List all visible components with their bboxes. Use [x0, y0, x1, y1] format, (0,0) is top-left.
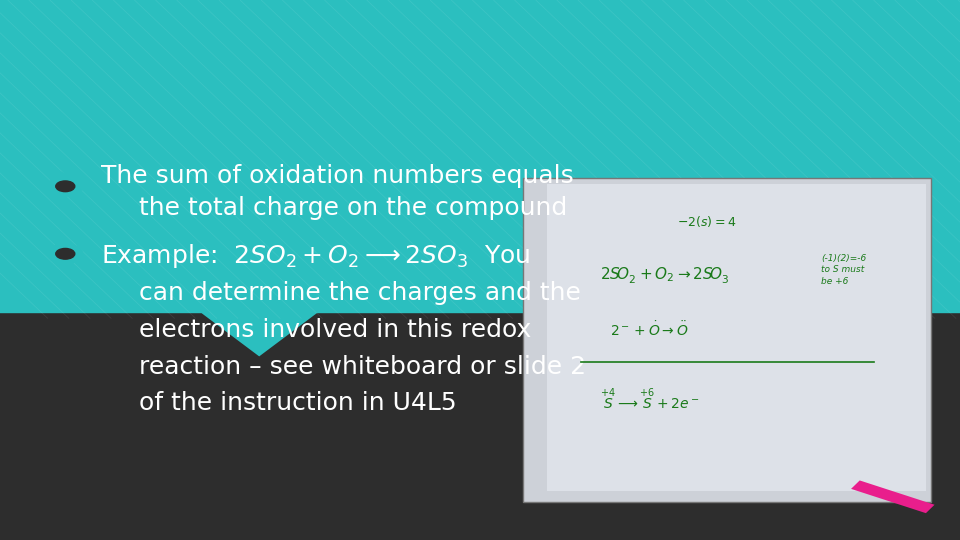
Text: $\overset{+4}{S} \longrightarrow \overset{+6}{S} + 2e^-$: $\overset{+4}{S} \longrightarrow \overse…: [600, 387, 700, 413]
Text: Example:  $2SO_2 + O_2 \longrightarrow 2SO_3$  You: Example: $2SO_2 + O_2 \longrightarrow 2S…: [101, 242, 530, 271]
Text: The sum of oxidation numbers equals: The sum of oxidation numbers equals: [101, 164, 573, 187]
Text: $2S\!O_2^{} + O_2 \rightarrow 2S\!O_3^{}$: $2S\!O_2^{} + O_2 \rightarrow 2S\!O_3^{}…: [600, 265, 730, 286]
Bar: [0, 313, 960, 540]
Text: $2^- + \dot{O} \rightarrow \ddot{O}$: $2^- + \dot{O} \rightarrow \ddot{O}$: [610, 320, 688, 339]
Polygon shape: [852, 481, 934, 513]
Polygon shape: [0, 0, 960, 356]
Circle shape: [56, 181, 75, 192]
Text: $-2(s)=4$: $-2(s)=4$: [677, 214, 736, 229]
Text: the total charge on the compound: the total charge on the compound: [139, 196, 567, 220]
Circle shape: [48, 244, 83, 264]
Text: can determine the charges and the: can determine the charges and the: [139, 281, 581, 305]
Circle shape: [48, 177, 83, 196]
Bar: [523, 178, 931, 502]
Text: electrons involved in this redox: electrons involved in this redox: [139, 318, 532, 342]
Circle shape: [56, 248, 75, 259]
Text: reaction – see whiteboard or slide 2: reaction – see whiteboard or slide 2: [139, 355, 587, 379]
Text: of the instruction in U4L5: of the instruction in U4L5: [139, 392, 457, 415]
Bar: [547, 184, 926, 491]
Text: (-1)(2)=-6
to S must
be +6: (-1)(2)=-6 to S must be +6: [821, 254, 866, 286]
